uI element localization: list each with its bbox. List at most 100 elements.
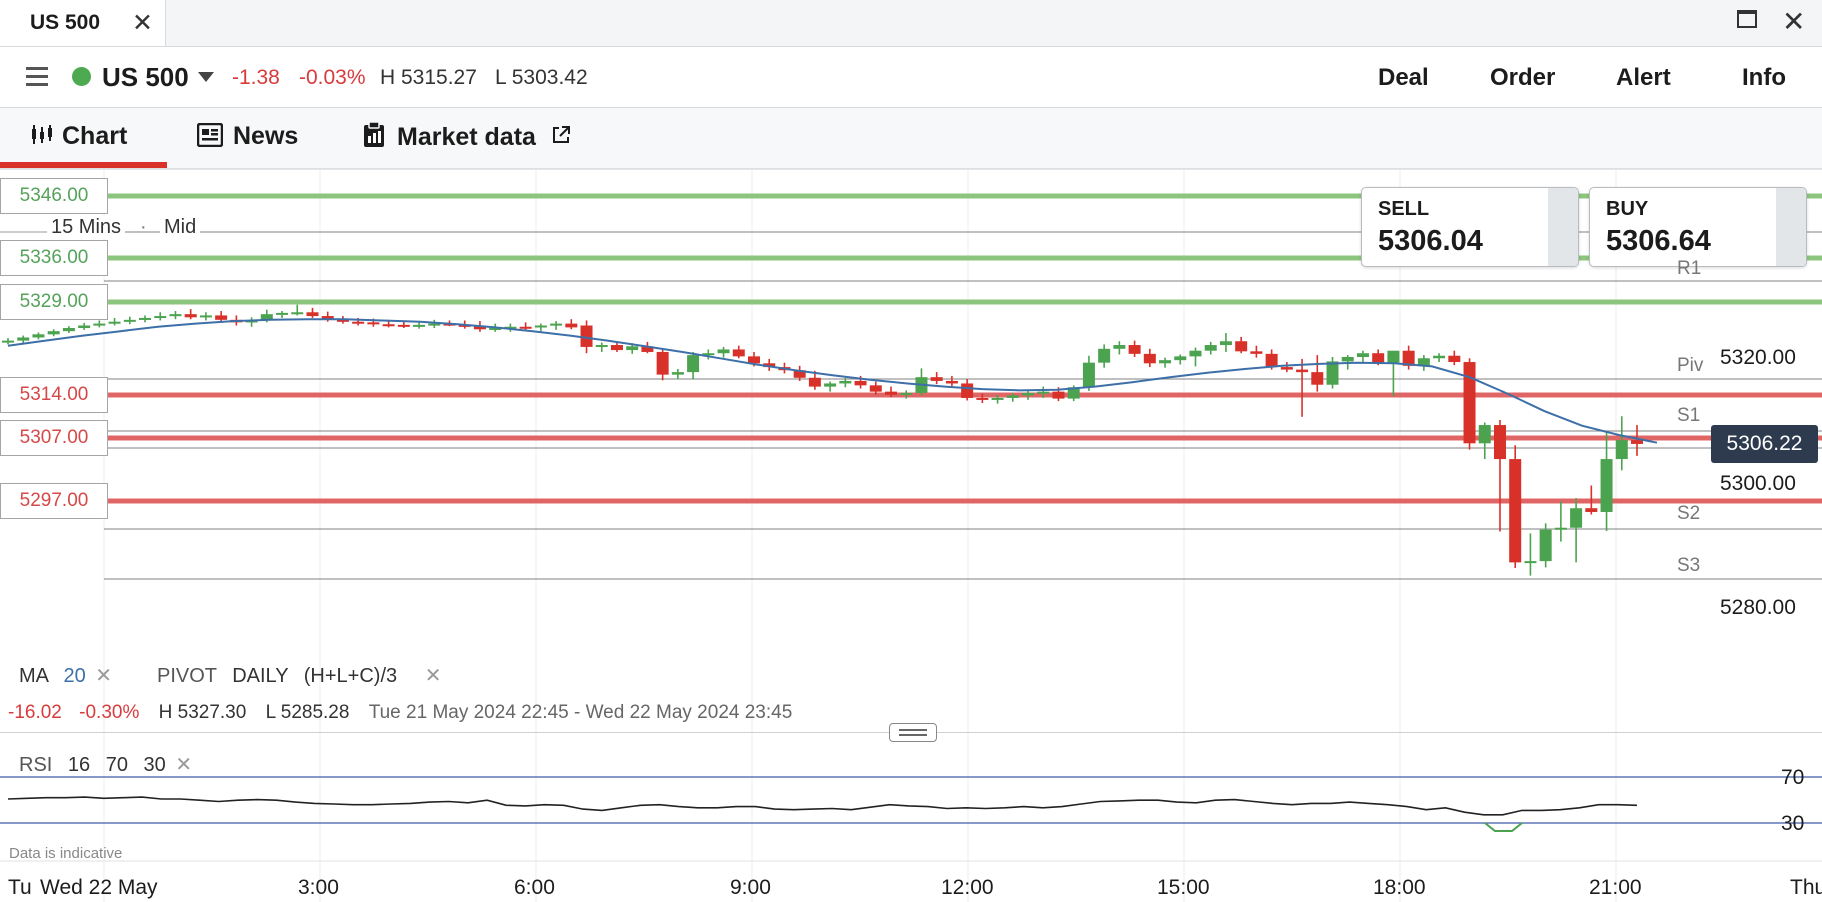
candle-body <box>1189 350 1202 357</box>
candle <box>1174 354 1187 365</box>
candle <box>93 320 106 328</box>
candle-body <box>534 325 547 328</box>
candle-body <box>519 326 532 329</box>
candle <box>1296 358 1309 417</box>
candle <box>1250 345 1263 358</box>
candle <box>1113 341 1126 355</box>
candle-body <box>595 345 608 348</box>
candle <box>808 370 821 390</box>
candle-body <box>17 337 30 341</box>
candle-body <box>1052 391 1065 399</box>
candle-body <box>580 325 593 347</box>
close-window-icon[interactable]: ✕ <box>1782 6 1806 37</box>
candle-body <box>382 324 395 327</box>
x-tick-label: Tu <box>8 876 32 899</box>
candle <box>413 321 426 329</box>
candle-body <box>321 316 334 320</box>
candle-body <box>367 322 380 325</box>
document-tab[interactable]: US 500 ✕ <box>0 0 166 46</box>
remove-pivot-icon[interactable]: ✕ <box>424 665 442 687</box>
candle <box>885 386 898 398</box>
deal-button[interactable]: Deal <box>1378 64 1429 91</box>
alert-button[interactable]: Alert <box>1616 64 1671 91</box>
tab-market-data[interactable]: Market data <box>363 121 571 152</box>
candle-body <box>1554 527 1567 530</box>
buy-ticket[interactable]: BUY 5306.64 <box>1589 187 1807 267</box>
candle-body <box>473 325 486 330</box>
candle-body <box>1006 395 1019 398</box>
remove-rsi-icon[interactable]: ✕ <box>175 754 193 776</box>
instrument-name[interactable]: US 500 <box>102 62 189 92</box>
candle <box>1478 422 1491 460</box>
candle <box>1387 350 1400 397</box>
candle <box>976 393 989 403</box>
ma-name: MA <box>19 665 48 687</box>
timeframe-selector[interactable]: 15 Mins <box>47 216 126 239</box>
tab-news[interactable]: News <box>196 122 299 151</box>
candle-body <box>291 312 304 315</box>
candle-body <box>428 323 441 326</box>
candle <box>1189 347 1202 367</box>
order-button[interactable]: Order <box>1490 64 1556 91</box>
candle <box>321 311 334 322</box>
pane-resize-handle[interactable] <box>889 723 937 742</box>
candle-body <box>1204 345 1217 351</box>
candle <box>595 342 608 352</box>
alert-level-label[interactable]: 5297.00 <box>0 483 108 519</box>
candle <box>428 319 441 329</box>
range-low: L 5285.28 <box>265 702 350 723</box>
alert-level-label[interactable]: 5307.00 <box>0 420 108 456</box>
candle <box>1159 357 1172 368</box>
sell-ticket[interactable]: SELL 5306.04 <box>1361 187 1579 267</box>
pivot-indicator[interactable]: PIVOT DAILY (H+L+C)/3 ✕ <box>157 663 441 688</box>
price-mode-selector[interactable]: Mid <box>160 216 201 239</box>
pivot-label-piv: Piv <box>1677 355 1704 376</box>
tab-news-label: News <box>233 122 299 150</box>
candle-body <box>1448 355 1461 363</box>
candle-body <box>260 314 273 321</box>
candle-body <box>702 353 715 356</box>
candle <box>824 381 837 392</box>
alert-level-label[interactable]: 5336.00 <box>0 240 108 276</box>
candle-body <box>1219 341 1232 346</box>
rsi-lower-tick: 30 <box>1781 812 1805 835</box>
day-low: L 5303.42 <box>495 66 588 89</box>
candle-body <box>1387 350 1400 363</box>
candle-body <box>154 316 167 319</box>
tab-chart[interactable]: Chart <box>30 122 127 151</box>
rsi-indicator[interactable]: RSI 16 70 30 ✕ <box>19 752 192 777</box>
candle <box>1539 523 1552 568</box>
alert-level-label[interactable]: 5329.00 <box>0 284 108 320</box>
price-chart[interactable] <box>0 169 1822 902</box>
candle <box>1433 353 1446 363</box>
info-button[interactable]: Info <box>1742 64 1786 91</box>
instrument-dropdown-icon[interactable] <box>198 72 214 82</box>
price-change: -1.38 <box>232 66 280 89</box>
candle-body <box>717 349 730 354</box>
candle-body <box>1539 529 1552 562</box>
alert-level-label[interactable]: 5314.00 <box>0 377 108 413</box>
candle-body <box>550 323 563 326</box>
candle-body <box>869 385 882 392</box>
ma-indicator[interactable]: MA 20 ✕ <box>19 663 112 688</box>
maximize-window-icon[interactable] <box>1737 10 1757 28</box>
close-tab-icon[interactable]: ✕ <box>132 9 153 37</box>
candle-body <box>276 312 289 315</box>
separator-dot: · <box>140 216 147 238</box>
remove-ma-icon[interactable]: ✕ <box>95 665 113 687</box>
candle <box>1037 386 1050 398</box>
y-tick-label: 5300.00 <box>1720 472 1796 495</box>
candle-body <box>854 380 867 386</box>
candle <box>139 315 152 323</box>
candle-body <box>641 346 654 352</box>
candle-body <box>1037 391 1050 394</box>
candle-body <box>413 324 426 327</box>
candle <box>671 368 684 380</box>
range-change-pct: -0.30% <box>79 702 140 723</box>
range-change: -16.02 <box>8 702 62 723</box>
alert-level-label[interactable]: 5346.00 <box>0 178 108 214</box>
candle-body <box>2 340 14 343</box>
candle <box>1570 498 1583 563</box>
hamburger-menu-icon[interactable] <box>20 63 54 93</box>
tab-chart-label: Chart <box>62 122 128 150</box>
